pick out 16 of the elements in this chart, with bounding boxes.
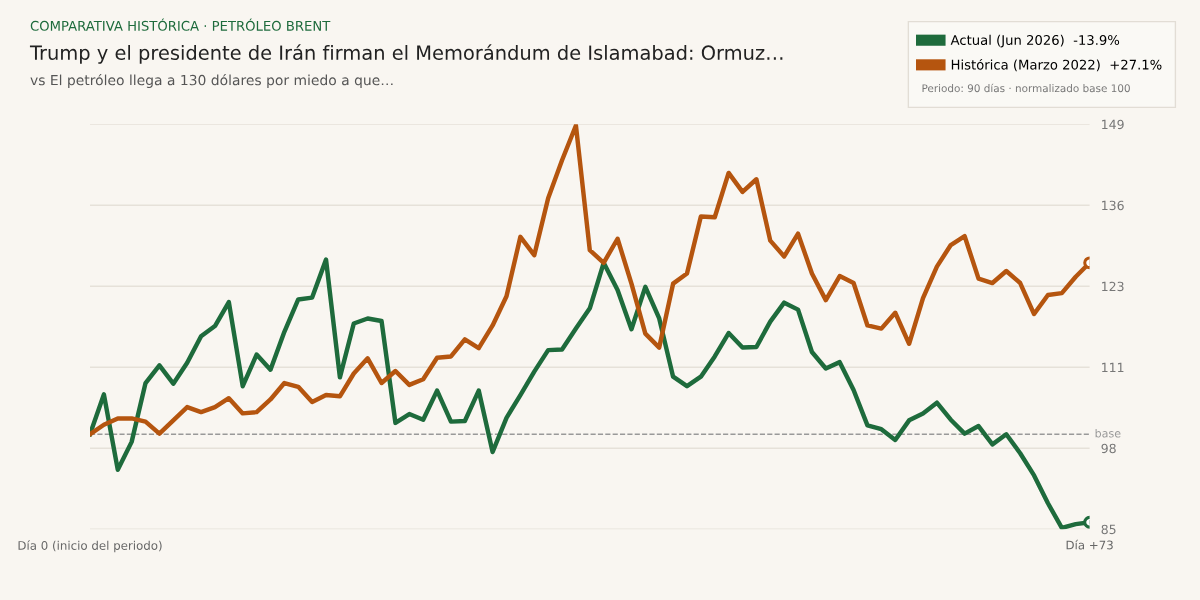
chart-title: Trump y el presidente de Irán firman el Memorándum de Islamabad: Ormuz… — [29, 44, 783, 64]
y-tick-label: 85 — [1101, 524, 1116, 535]
y-tick-label: 136 — [1102, 200, 1124, 211]
y-tick-label: 98 — [1101, 443, 1116, 454]
line-series — [90, 124, 1090, 437]
y-tick-label: 123 — [1102, 281, 1124, 292]
y-tick-label: 149 — [1102, 119, 1124, 130]
legend-label: Actual (Jun 2026) -13.9% — [950, 34, 1120, 48]
y-tick-label: 111 — [1102, 362, 1124, 372]
x-tick-label: Día +73 — [1066, 539, 1113, 550]
legend-label: Histórica (Marzo 2022) +27.1% — [951, 58, 1162, 72]
chart-subtitle: vs El petróleo llega a 130 dólares por miedo a que… — [30, 74, 393, 88]
text: COMPARATIVA HISTÓRICA · PETRÓLEO BRENT — [30, 18, 331, 31]
ref-line-label: base — [1095, 428, 1121, 438]
text: Periodo: 90 días · normalizado base 100 — [922, 83, 1130, 93]
x-tick-label: Día 0 (inicio del periodo) — [18, 540, 162, 553]
